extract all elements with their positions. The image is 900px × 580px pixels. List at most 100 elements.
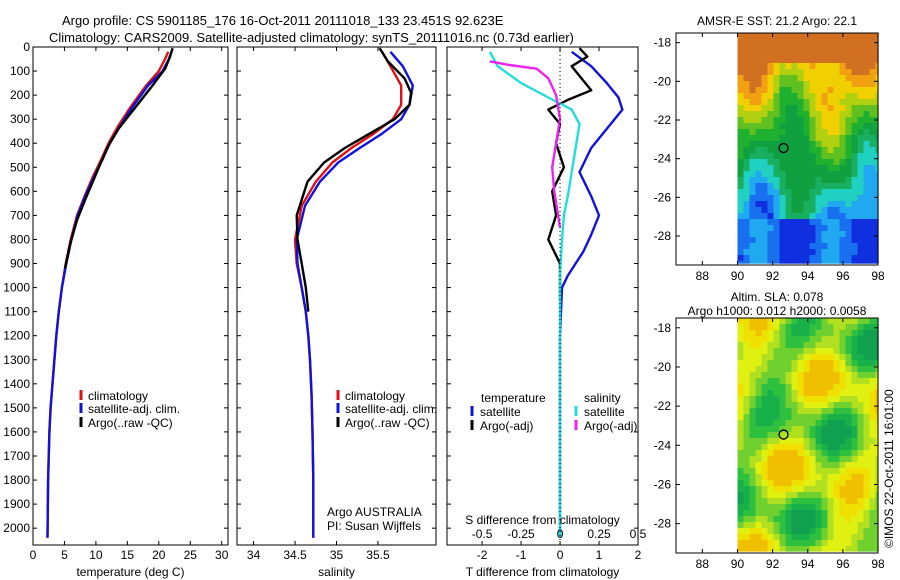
field-cell xyxy=(869,201,877,208)
field-cell xyxy=(827,456,835,463)
field-cell xyxy=(851,546,859,552)
field-cell xyxy=(851,414,859,421)
map-x-tick-label: 92 xyxy=(766,269,780,283)
field-cell xyxy=(863,372,871,379)
field-cell xyxy=(791,354,799,361)
field-cell xyxy=(839,360,847,367)
sla_map-field xyxy=(737,318,879,552)
field-cell xyxy=(815,528,823,535)
field-cell xyxy=(761,201,769,208)
field-cell xyxy=(833,522,841,529)
field-cell xyxy=(779,237,787,244)
field-cell xyxy=(797,408,805,415)
field-cell xyxy=(821,534,829,541)
field-cell xyxy=(857,336,865,343)
field-cell xyxy=(791,540,799,547)
field-cell xyxy=(779,171,787,178)
field-cell xyxy=(749,75,757,82)
field-cell xyxy=(743,99,751,106)
field-cell xyxy=(779,87,787,94)
field-cell xyxy=(815,324,823,331)
field-cell xyxy=(809,93,817,100)
field-cell xyxy=(869,360,877,367)
temperature-x-tick-label: 30 xyxy=(215,548,229,562)
field-cell xyxy=(815,414,823,421)
field-cell xyxy=(737,474,745,481)
field-cell xyxy=(737,372,745,379)
field-cell xyxy=(797,546,805,552)
field-cell xyxy=(827,183,835,190)
field-cell xyxy=(809,201,817,208)
field-cell xyxy=(863,378,871,385)
field-cell xyxy=(851,231,859,238)
field-cell xyxy=(779,324,787,331)
field-cell xyxy=(827,534,835,541)
field-cell xyxy=(743,402,751,409)
field-cell xyxy=(773,456,781,463)
field-cell xyxy=(767,189,775,196)
field-cell xyxy=(833,159,841,166)
field-cell xyxy=(767,372,775,379)
field-cell xyxy=(863,492,871,499)
field-cell xyxy=(761,354,769,361)
map-y-tick-label: -26 xyxy=(654,477,672,491)
field-cell xyxy=(737,81,745,88)
field-cell xyxy=(803,348,811,355)
field-cell xyxy=(767,75,775,82)
field-cell xyxy=(749,528,757,535)
field-cell xyxy=(737,396,745,403)
field-cell xyxy=(857,528,865,535)
field-cell xyxy=(785,81,793,88)
y-tick-label: 1900 xyxy=(3,497,30,511)
field-cell xyxy=(749,510,757,517)
differences-x-axis-label: T difference from climatology xyxy=(466,565,620,579)
legend-header: temperature xyxy=(481,391,546,405)
field-cell xyxy=(821,201,829,208)
field-cell xyxy=(803,207,811,214)
field-cell xyxy=(779,426,787,433)
field-cell xyxy=(863,213,871,220)
field-cell xyxy=(875,504,879,511)
field-cell xyxy=(863,135,871,142)
field-cell xyxy=(779,159,787,166)
field-cell xyxy=(791,249,799,256)
field-cell xyxy=(749,243,757,250)
field-cell xyxy=(773,261,781,264)
field-cell xyxy=(785,414,793,421)
field-cell xyxy=(803,63,811,70)
field-cell xyxy=(749,414,757,421)
field-cell xyxy=(743,261,751,264)
field-cell xyxy=(773,237,781,244)
field-cell xyxy=(785,366,793,373)
field-cell xyxy=(845,51,853,58)
field-cell xyxy=(845,426,853,433)
field-cell xyxy=(803,330,811,337)
field-cell xyxy=(743,255,751,262)
field-cell xyxy=(833,432,841,439)
field-cell xyxy=(827,117,835,124)
field-cell xyxy=(761,396,769,403)
field-cell xyxy=(743,390,751,397)
field-cell xyxy=(851,426,859,433)
field-cell xyxy=(875,111,879,118)
field-cell xyxy=(827,123,835,130)
field-cell xyxy=(743,546,751,552)
field-cell xyxy=(797,480,805,487)
field-cell xyxy=(833,354,841,361)
field-cell xyxy=(797,414,805,421)
field-cell xyxy=(863,444,871,451)
field-cell xyxy=(755,504,763,511)
field-cell xyxy=(851,201,859,208)
field-cell xyxy=(875,93,879,100)
temperature-x-axis-label: temperature (deg C) xyxy=(76,565,184,579)
field-cell xyxy=(827,324,835,331)
field-cell xyxy=(827,195,835,202)
field-cell xyxy=(773,468,781,475)
field-cell xyxy=(869,492,877,499)
field-cell xyxy=(785,105,793,112)
x2-tick-label: 0 xyxy=(557,527,564,541)
field-cell xyxy=(809,384,817,391)
field-cell xyxy=(737,45,745,52)
legend-label: climatology xyxy=(88,389,148,403)
field-cell xyxy=(875,219,879,226)
